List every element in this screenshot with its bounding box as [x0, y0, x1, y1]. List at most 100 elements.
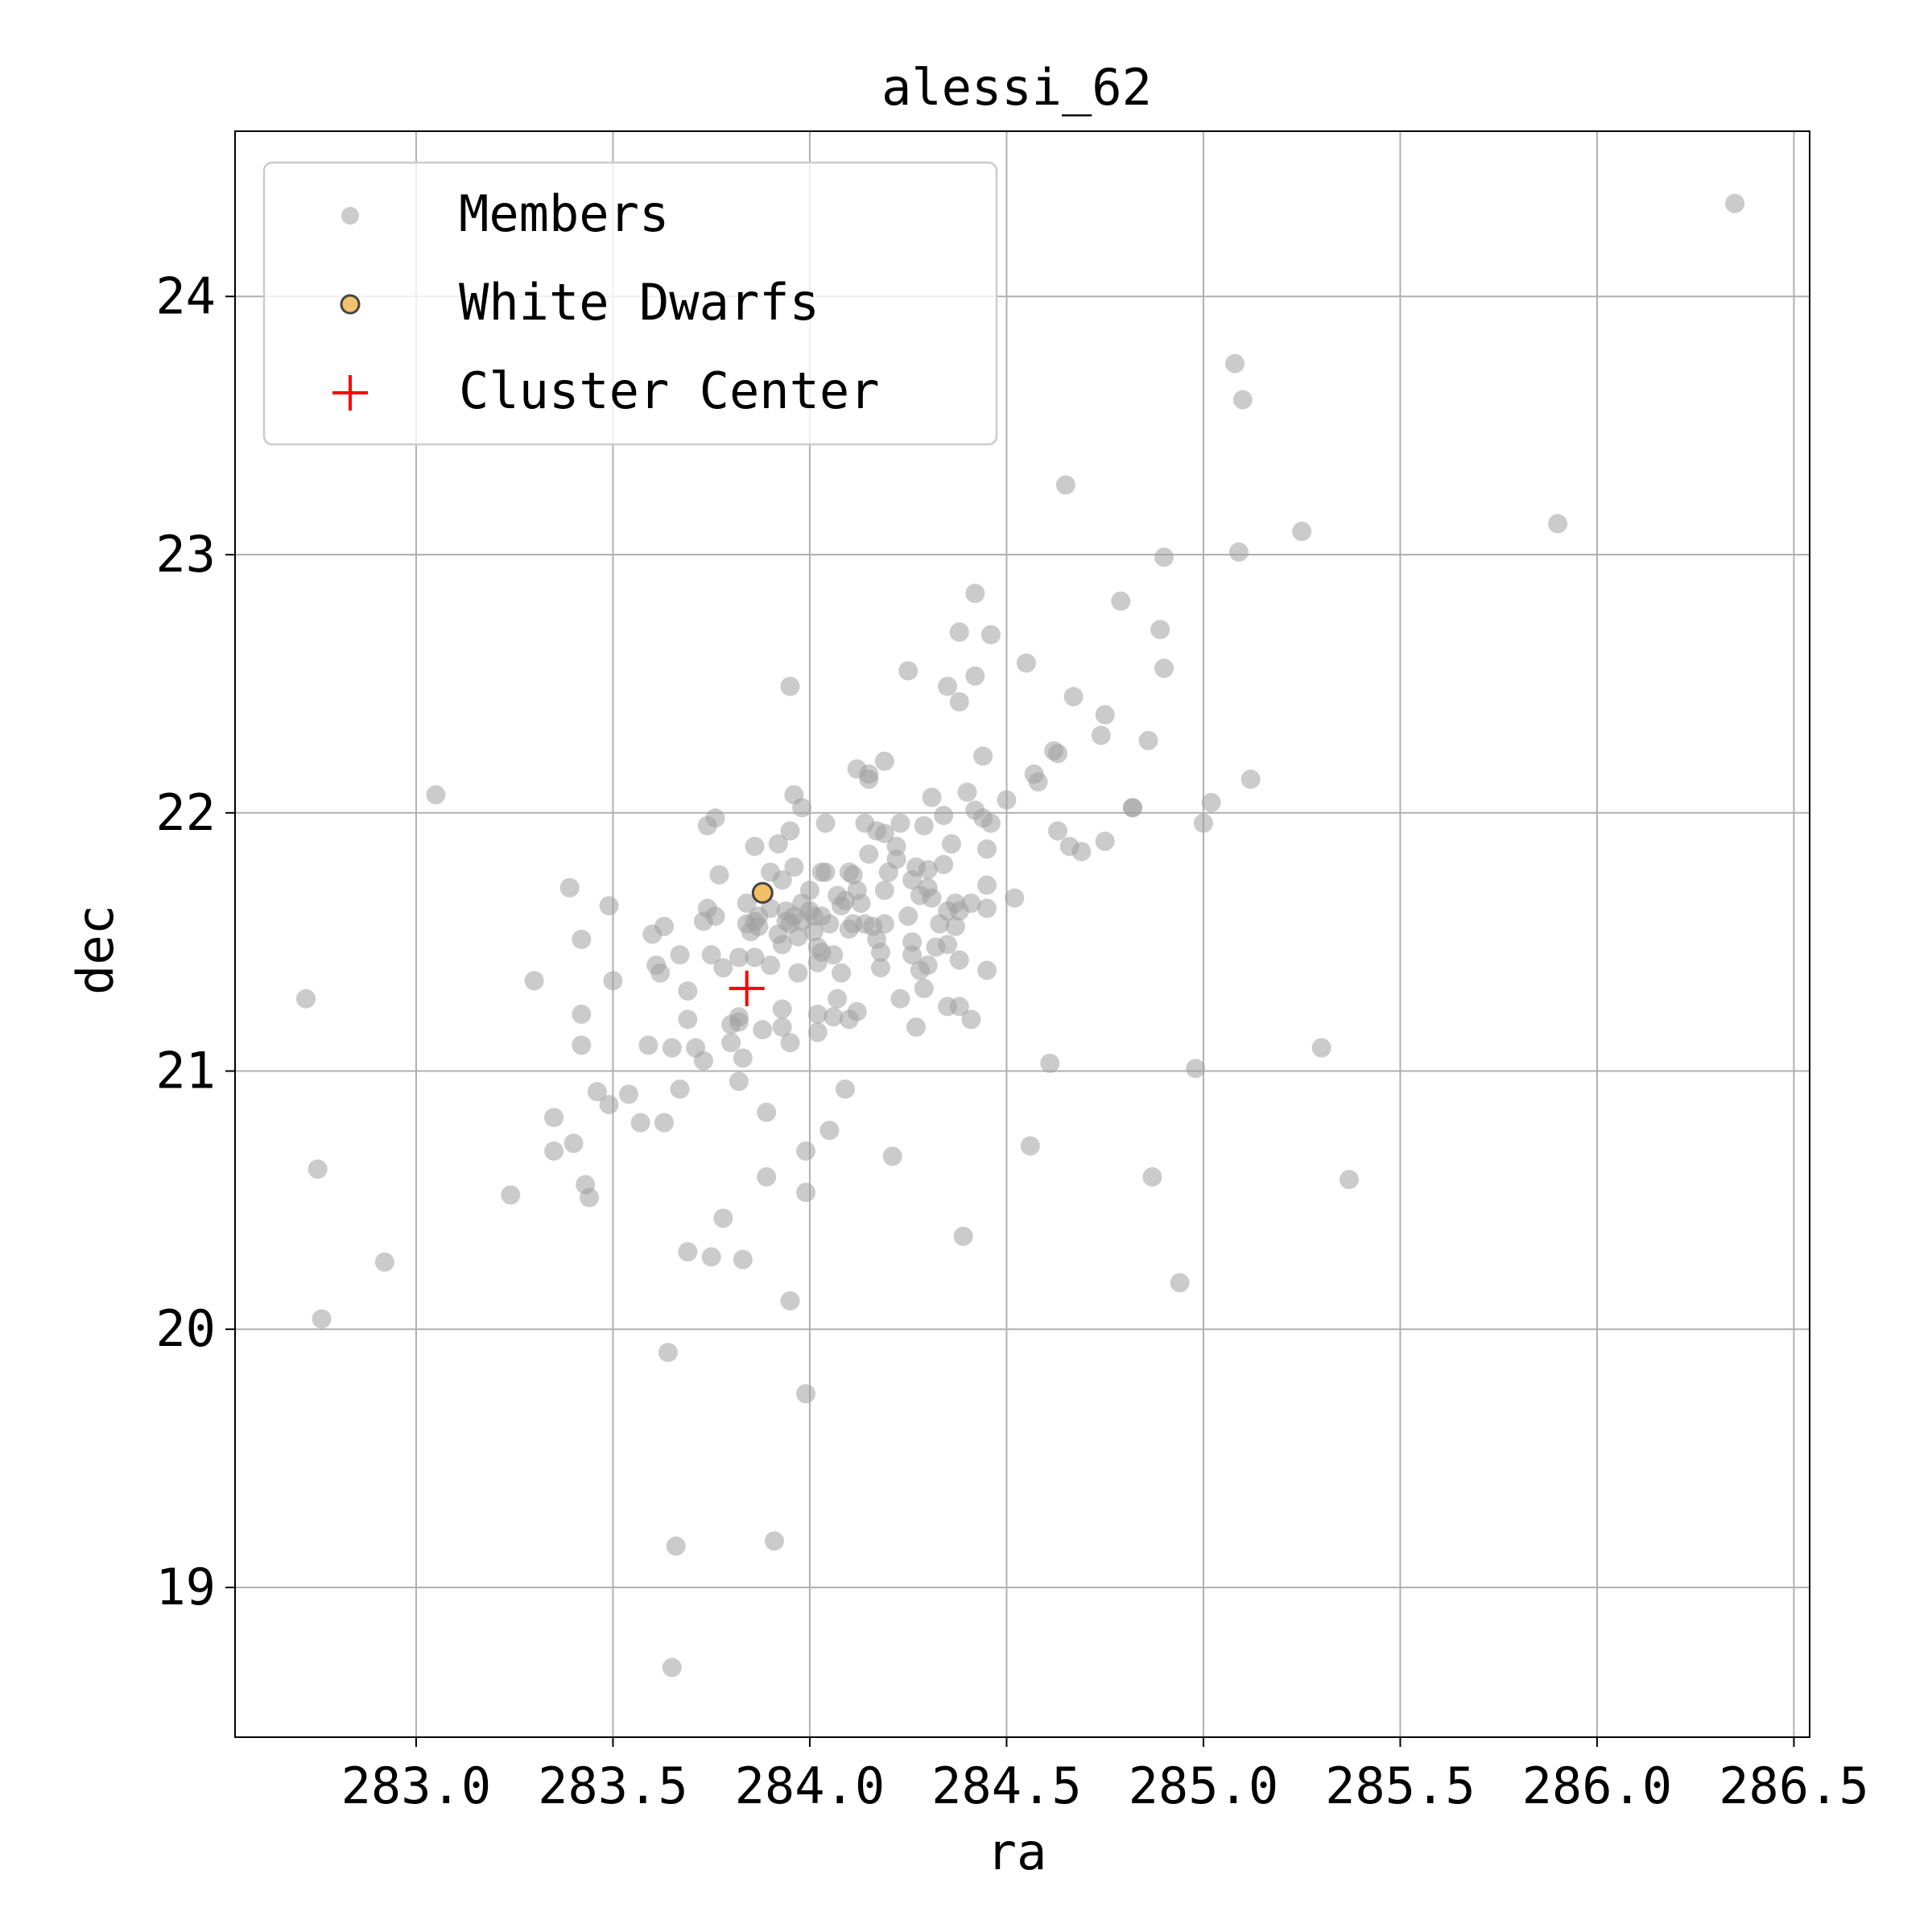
member-point: [914, 979, 934, 998]
member-point: [898, 906, 918, 926]
member-point: [1092, 726, 1111, 745]
member-point: [950, 951, 969, 970]
member-point: [859, 765, 878, 784]
member-point: [312, 1309, 332, 1328]
x-tick-label: 286.5: [1719, 1757, 1869, 1815]
member-point: [745, 836, 764, 856]
member-point: [890, 814, 910, 833]
member-point: [919, 956, 938, 975]
member-point: [954, 1227, 973, 1246]
legend-members-label: Members: [459, 184, 669, 243]
member-point: [1233, 390, 1253, 410]
member-point: [977, 840, 997, 859]
member-point: [796, 1141, 815, 1161]
member-point: [761, 956, 780, 975]
member-point: [678, 1009, 697, 1029]
member-point: [631, 1113, 650, 1133]
x-axis-label: ra: [987, 1823, 1047, 1881]
member-point: [733, 1048, 753, 1067]
member-point: [819, 914, 839, 934]
member-point: [1142, 1167, 1162, 1187]
member-point: [658, 1343, 678, 1362]
member-point: [1229, 543, 1249, 562]
x-tick-label: 283.5: [538, 1757, 688, 1815]
member-point: [950, 622, 969, 642]
member-point: [965, 667, 985, 686]
member-point: [671, 945, 690, 964]
member-point: [883, 1146, 902, 1166]
member-point: [1725, 194, 1744, 213]
member-point: [824, 945, 843, 964]
member-point: [871, 958, 890, 977]
member-point: [1138, 731, 1158, 750]
member-point: [678, 981, 697, 1001]
member-point: [848, 1002, 867, 1022]
legend-cluster-center-label: Cluster Center: [459, 361, 880, 420]
member-point: [784, 857, 803, 877]
member-point: [1123, 798, 1142, 817]
member-point: [1048, 744, 1067, 763]
member-point: [859, 844, 878, 864]
member-point: [934, 806, 953, 825]
x-tick-label: 285.0: [1129, 1757, 1279, 1815]
legend-white-dwarfs-label: White Dwarfs: [459, 273, 819, 332]
member-point: [1340, 1170, 1359, 1189]
member-point: [792, 798, 811, 817]
member-point: [713, 1208, 733, 1228]
member-point: [981, 814, 1001, 833]
member-point: [875, 752, 894, 771]
member-point: [1154, 658, 1174, 678]
member-point: [780, 1291, 799, 1311]
member-point: [1071, 842, 1091, 861]
x-tick-label: 284.0: [735, 1757, 886, 1815]
member-point: [1096, 832, 1115, 851]
member-point: [375, 1253, 394, 1272]
member-point: [819, 1121, 839, 1140]
member-point: [887, 849, 906, 869]
member-point: [875, 914, 894, 934]
member-point: [733, 1250, 753, 1269]
y-tick-label: 24: [155, 266, 216, 325]
member-point: [973, 746, 993, 766]
member-point: [709, 865, 729, 885]
member-point: [600, 896, 619, 915]
member-point: [1021, 1137, 1040, 1156]
x-tick-label: 283.0: [341, 1757, 492, 1815]
member-point: [525, 971, 544, 990]
member-point: [938, 935, 957, 954]
member-point: [678, 1242, 697, 1261]
member-point: [875, 881, 894, 900]
member-point: [977, 960, 997, 980]
member-point: [564, 1133, 584, 1153]
member-point: [934, 855, 953, 874]
member-point: [1064, 687, 1084, 706]
member-point: [1040, 1054, 1059, 1073]
member-point: [619, 1084, 638, 1104]
member-point: [638, 1035, 658, 1055]
member-point: [1029, 772, 1048, 791]
member-point: [1225, 354, 1245, 374]
y-tick-label: 23: [155, 525, 216, 584]
member-point: [914, 816, 934, 836]
y-axis-label: dec: [66, 905, 125, 995]
member-point: [706, 906, 725, 926]
member-point: [572, 930, 591, 949]
member-point: [308, 1159, 328, 1179]
member-point: [650, 964, 670, 983]
member-point: [501, 1185, 520, 1204]
member-point: [780, 1033, 799, 1052]
y-tick-label: 22: [155, 783, 216, 842]
y-tick-label: 19: [155, 1558, 216, 1616]
member-point: [796, 1384, 815, 1403]
member-point: [713, 958, 733, 977]
member-point: [816, 814, 836, 833]
member-point: [749, 917, 768, 936]
member-point: [663, 1657, 682, 1677]
member-point: [765, 1531, 784, 1550]
member-point: [753, 1020, 772, 1039]
member-point: [1150, 620, 1170, 639]
member-point: [923, 788, 942, 807]
member-point: [757, 1167, 776, 1187]
member-point: [836, 1080, 855, 1099]
member-point: [671, 1080, 690, 1099]
